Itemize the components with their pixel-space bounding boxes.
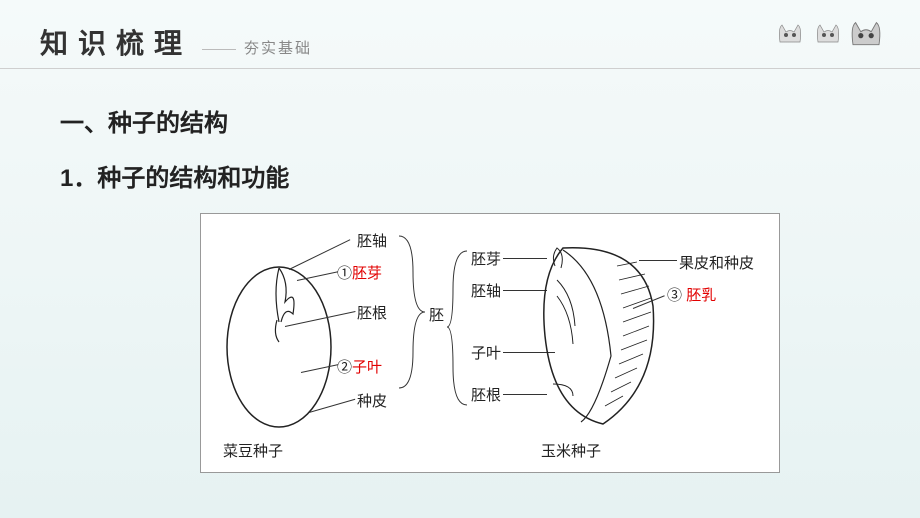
corn-cotyledon-label: 子叶: [471, 342, 501, 363]
bean-plumule-num: ①胚芽: [337, 262, 382, 283]
cat-icon-large: [848, 19, 884, 48]
section-title: 一、种子的结构: [60, 103, 860, 138]
bean-radicle-label: 胚根: [357, 302, 387, 323]
bean-axis-label: 胚轴: [357, 230, 387, 251]
cat-icon: [776, 22, 804, 44]
bean-seed-drawing: [219, 242, 339, 432]
corn-peel-label: 果皮和种皮: [679, 252, 754, 273]
decor-cats: [776, 22, 880, 44]
corn-caption: 玉米种子: [541, 440, 601, 461]
header: 知识梳理 夯实基础: [0, 0, 920, 69]
corn-axis-label: 胚轴: [471, 280, 501, 301]
seed-diagram: 胚轴 ①胚芽 胚根 ②子叶 种皮 菜豆种子 胚 胚芽 胚轴 子叶 胚根: [200, 213, 780, 473]
corn-bracket: [445, 249, 469, 409]
cat-icon: [814, 22, 842, 44]
bean-seedcoat-label: 种皮: [357, 390, 387, 411]
corn-seed-drawing: [533, 236, 663, 436]
content: 一、种子的结构 1．种子的结构和功能 胚轴 ①胚芽 胚根 ②子叶 种皮 菜豆种子…: [0, 69, 920, 473]
main-title: 知识梳理: [40, 22, 192, 62]
corn-plumule-label: 胚芽: [471, 248, 501, 269]
sub-section-title: 1．种子的结构和功能: [60, 158, 860, 193]
bean-caption: 菜豆种子: [223, 440, 283, 461]
sub-title: 夯实基础: [202, 37, 312, 62]
embryo-group-label: 胚: [429, 304, 444, 325]
embryo-bracket: [397, 232, 427, 392]
bean-cotyledon-num: ②子叶: [337, 356, 382, 377]
corn-radicle-label: 胚根: [471, 384, 501, 405]
corn-endosperm-num: ③ 胚乳: [667, 284, 716, 305]
